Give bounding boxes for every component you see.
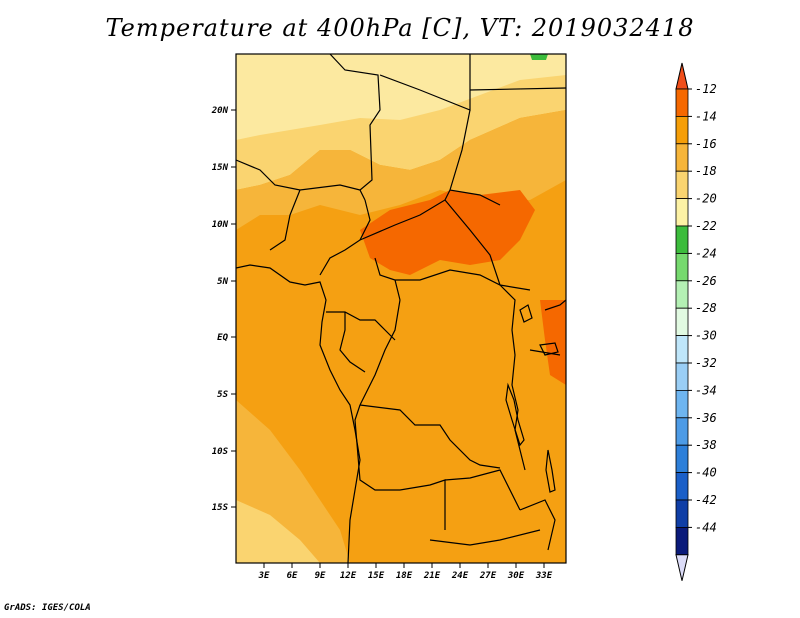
colorbar-bottom-arrow <box>675 554 689 581</box>
lon-tick-label: 9E <box>315 571 326 581</box>
colorbar-swatch <box>675 472 689 501</box>
congo-borders <box>326 299 501 469</box>
colorbar-label: -26 <box>695 274 717 288</box>
colorbar-label: -12 <box>695 82 717 96</box>
north-borders <box>236 54 566 251</box>
colorbar-swatch <box>675 252 689 282</box>
colorbar: -12 -14 -16 -18 -20 -22 -24 -26 -28 -30 -32 -34 -36 -… <box>675 62 717 581</box>
coastline <box>236 264 361 563</box>
lon-tick-label: 6E <box>287 571 298 581</box>
colorbar-label: -34 <box>695 383 717 397</box>
colorbar-swatch <box>675 307 689 337</box>
lon-tick-label: 12E <box>340 571 357 581</box>
south-borders <box>354 404 556 551</box>
colorbar-swatch <box>675 88 689 117</box>
colorbar-swatch <box>675 444 689 474</box>
east-warm-region <box>540 300 566 385</box>
lon-tick-label: 24E <box>451 571 469 581</box>
colorbar-swatch <box>675 143 689 172</box>
lon-tick-label: 30E <box>507 571 525 581</box>
east-borders <box>499 284 566 471</box>
longitude-axis: 3E 6E 9E 12E 15E 18E 21E 24E 27E 30E 33E <box>258 563 553 581</box>
colorbar-label: -14 <box>695 109 717 123</box>
warm-core-region <box>360 190 535 275</box>
lake-tanganyika <box>505 382 525 447</box>
colorbar-label: -18 <box>695 164 717 178</box>
colorbar-swatch <box>675 280 689 309</box>
country-borders <box>236 54 566 563</box>
colorbar-label: -16 <box>695 137 717 151</box>
colorbar-swatch <box>675 170 689 199</box>
colorbar-label: -44 <box>695 520 717 534</box>
colorbar-swatch <box>675 362 689 391</box>
lat-tick-label: 15S <box>212 503 229 513</box>
colorbar-label: -36 <box>695 411 717 425</box>
colorbar-label: -28 <box>695 301 717 315</box>
lat-tick-label: 15N <box>212 163 229 173</box>
lon-tick-label: 21E <box>423 571 441 581</box>
colorbar-label: -24 <box>695 246 717 260</box>
map-frame <box>235 53 567 564</box>
colorbar-swatch <box>675 335 689 364</box>
map-title: Temperature at 400hPa [C], VT: 201903241… <box>105 14 695 42</box>
central-borders <box>319 189 531 301</box>
lon-tick-label: 27E <box>479 571 497 581</box>
colorbar-swatch <box>675 198 689 227</box>
lat-tick-label: 5S <box>217 390 228 400</box>
map-fill-layer <box>236 54 566 563</box>
lat-tick-label: 10S <box>212 447 229 457</box>
colorbar-swatch <box>675 499 689 528</box>
cold-patch <box>530 54 548 60</box>
colorbar-label: -38 <box>695 438 717 452</box>
colorbar-label: -30 <box>695 329 717 343</box>
colorbar-label: -32 <box>695 356 717 370</box>
lon-tick-label: 15E <box>368 571 385 581</box>
far-north-region <box>236 54 566 140</box>
latitude-axis: 20N 15N 10N 5N EQ 5S 10S 15S <box>211 106 236 513</box>
lat-tick-label: 10N <box>212 220 229 230</box>
colorbar-swatch <box>675 225 689 254</box>
colorbar-label: -42 <box>695 493 717 507</box>
colorbar-top-arrow <box>675 62 689 90</box>
lake-malawi <box>545 449 556 493</box>
colorbar-swatch <box>675 389 689 419</box>
colorbar-label: -20 <box>695 192 717 206</box>
colorbar-label: -40 <box>695 466 717 480</box>
colorbar-label: -22 <box>695 219 717 233</box>
lon-tick-label: 3E <box>258 571 270 581</box>
lon-tick-label: 33E <box>535 571 553 581</box>
lat-tick-label: 20N <box>211 106 229 116</box>
lake-kivu <box>539 342 559 356</box>
footer-credit: GrADS: IGES/COLA <box>4 603 91 613</box>
lake-shore-1 <box>519 304 533 323</box>
southwest-far-pale-region <box>236 500 320 563</box>
colorbar-swatch <box>675 527 689 556</box>
lat-tick-label: 5N <box>217 277 228 287</box>
lat-tick-label: EQ <box>217 333 228 343</box>
lon-tick-label: 18E <box>396 571 413 581</box>
colorbar-swatch <box>675 417 689 446</box>
colorbar-swatch <box>675 116 689 145</box>
